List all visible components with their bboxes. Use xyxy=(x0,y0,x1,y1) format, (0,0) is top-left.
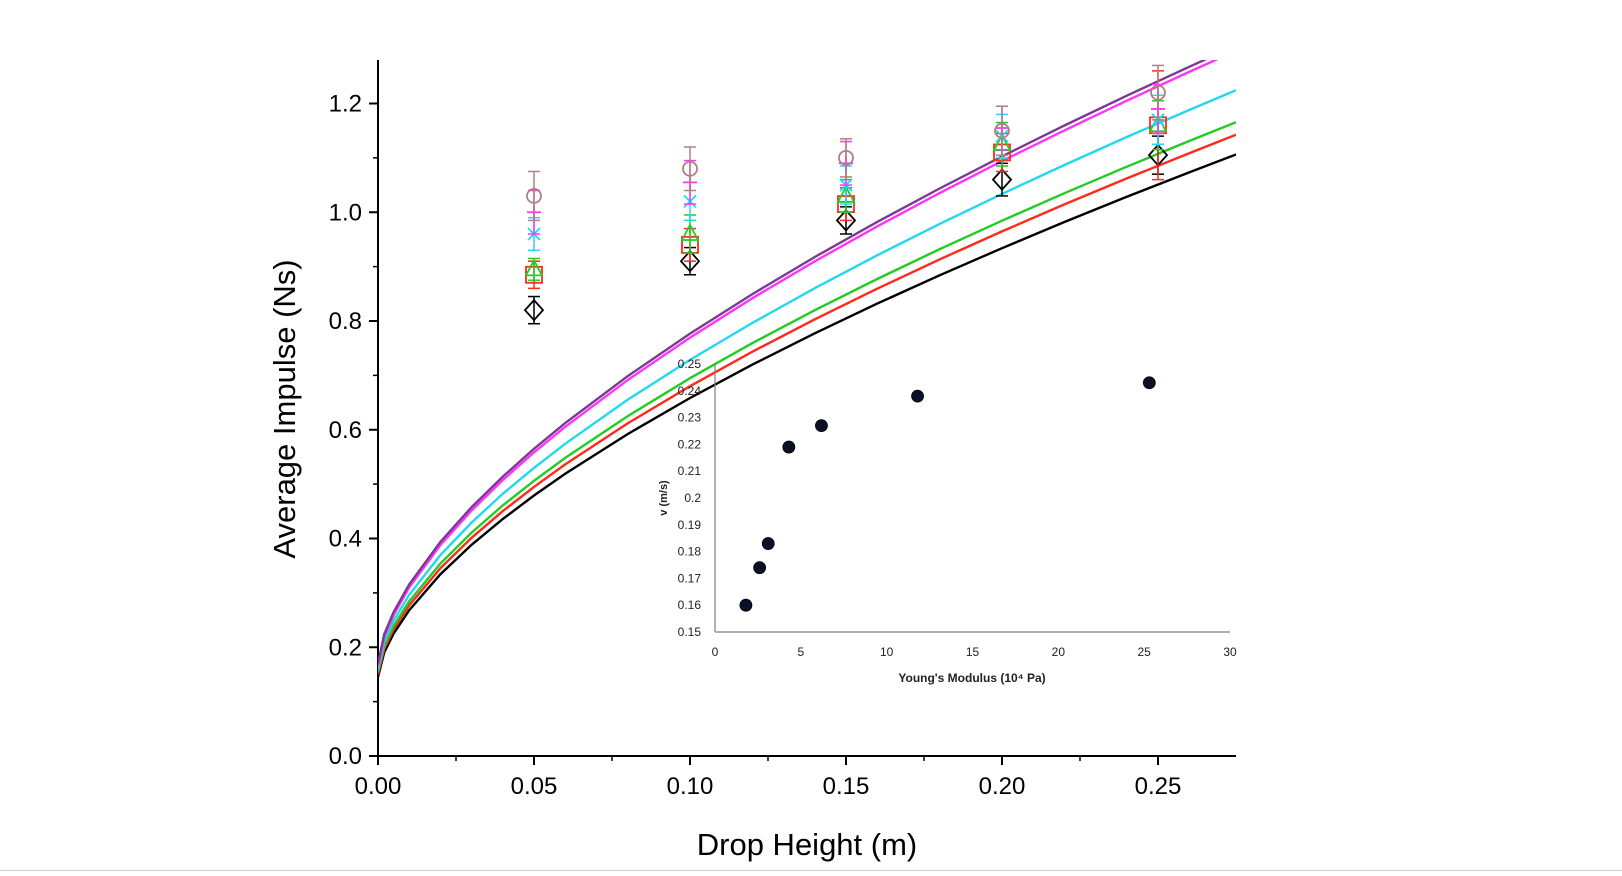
main-y-tick-label: 0.4 xyxy=(329,526,362,553)
inset-y-tick-label: 0.24 xyxy=(678,384,702,398)
inset-x-axis-label: Young's Modulus (10⁴ Pa) xyxy=(898,671,1045,685)
inset-x-ticks: 0 5 10 15 20 25 30 xyxy=(712,645,1237,659)
model-curve xyxy=(378,133,1236,675)
inset-y-tick-label: 0.18 xyxy=(678,545,702,559)
inset-x-tick-label: 15 xyxy=(966,645,980,659)
inset-y-tick-label: 0.21 xyxy=(678,464,702,478)
triangle-marker xyxy=(680,223,700,241)
main-x-tick-label: 0.15 xyxy=(823,773,870,800)
inset-y-tick-label: 0.15 xyxy=(678,625,702,639)
inset-point xyxy=(911,389,924,403)
circle-marker xyxy=(526,188,542,204)
inset-y-axis-label: v (m/s) xyxy=(658,480,670,516)
inset-y-tick-label: 0.16 xyxy=(678,598,702,612)
main-x-tick-label: 0.10 xyxy=(667,773,714,800)
circle-marker xyxy=(994,122,1010,139)
main-x-axis-label: Drop Height (m) xyxy=(697,827,918,862)
diamond-marker xyxy=(991,168,1013,191)
main-x-tick-label: 0.05 xyxy=(511,773,558,800)
main-y-tick-label: 0.6 xyxy=(329,417,362,444)
circle-marker xyxy=(838,149,854,166)
main-y-tick-label: 0.8 xyxy=(329,308,362,335)
model-curves xyxy=(378,60,1236,678)
diamond-marker xyxy=(679,249,701,273)
inset-point xyxy=(739,598,753,612)
inset-y-tick-label: 0.17 xyxy=(678,571,702,585)
model-curve xyxy=(378,60,1208,664)
main-impulse-chart: 0.00 0.05 0.10 0.15 0.20 0.25 0.00.20.40.60.8… xyxy=(267,60,1236,862)
main-x-ticks: 0.00 0.05 0.10 0.15 0.20 0.25 xyxy=(355,756,1182,800)
inset-x-tick-label: 30 xyxy=(1223,645,1237,659)
inset-point xyxy=(753,561,767,575)
main-y-axis-label: Average Impulse (Ns) xyxy=(267,259,302,558)
inset-x-tick-label: 0 xyxy=(712,645,719,659)
triangle-marker xyxy=(524,258,544,277)
measured-points xyxy=(523,64,1169,325)
inset-y-ticks: 0.15 0.16 0.17 0.18 0.19 0.2 0.21 0.22 0.23 0.24 0… xyxy=(678,357,702,639)
main-y-tick-label: 0.0 xyxy=(329,743,362,770)
model-curve xyxy=(378,121,1236,672)
inset-velocity-chart: 0 5 10 15 20 25 30 0.15 0.16 0.17 0.18 0.19 0.2 0.21… xyxy=(658,357,1237,685)
inset-x-tick-label: 25 xyxy=(1137,645,1151,659)
inset-y-tick-label: 0.2 xyxy=(684,491,701,505)
main-y-ticks: 0.0 0.2 0.4 0.6 0.8 1.0 1.2 xyxy=(329,91,378,770)
inset-point xyxy=(782,440,796,454)
inset-point xyxy=(761,537,775,550)
bottom-divider xyxy=(0,870,1622,871)
circle-marker xyxy=(1150,84,1166,101)
model-curve xyxy=(378,89,1236,670)
inset-point xyxy=(815,419,828,433)
inset-points xyxy=(739,376,1156,612)
inset-y-tick-label: 0.23 xyxy=(678,411,702,425)
main-y-tick-label: 1.2 xyxy=(329,91,362,118)
main-x-tick-label: 0.00 xyxy=(355,773,402,800)
inset-point xyxy=(1142,376,1156,390)
model-curve xyxy=(378,153,1236,678)
inset-x-tick-label: 10 xyxy=(880,645,894,659)
inset-x-tick-label: 20 xyxy=(1052,645,1066,659)
inset-y-tick-label: 0.19 xyxy=(678,518,702,532)
inset-y-tick-label: 0.22 xyxy=(678,437,702,451)
model-curve xyxy=(378,60,1219,667)
inset-x-tick-label: 5 xyxy=(797,645,804,659)
main-x-tick-label: 0.20 xyxy=(979,773,1026,800)
main-y-tick-label: 1.0 xyxy=(329,199,362,226)
diamond-marker xyxy=(523,298,545,322)
inset-y-tick-label: 0.25 xyxy=(678,357,702,371)
diamond-marker xyxy=(835,209,857,232)
main-x-tick-label: 0.25 xyxy=(1135,773,1182,800)
circle-marker xyxy=(682,160,698,177)
main-y-tick-label: 0.2 xyxy=(329,634,362,661)
